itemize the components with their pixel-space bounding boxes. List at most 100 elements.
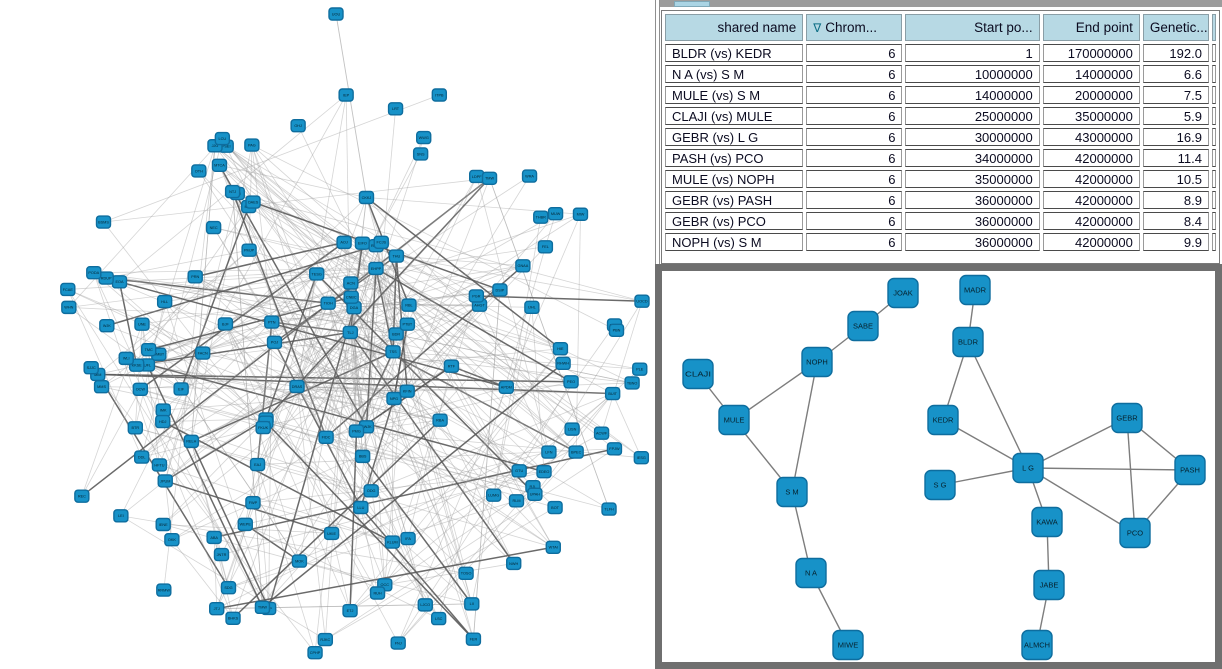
network-node[interactable]	[399, 384, 415, 398]
network-node[interactable]	[1174, 454, 1206, 486]
network-node[interactable]	[209, 601, 225, 616]
network-node[interactable]	[385, 345, 401, 359]
network-node[interactable]	[387, 102, 404, 116]
network-node[interactable]	[604, 386, 621, 401]
network-node[interactable]	[1119, 517, 1151, 549]
network-node[interactable]	[245, 195, 261, 209]
network-node[interactable]	[95, 215, 112, 229]
network-node[interactable]	[515, 259, 531, 273]
network-node[interactable]	[373, 235, 389, 249]
network-node[interactable]	[606, 442, 623, 456]
network-node[interactable]	[593, 426, 610, 440]
network-node[interactable]	[416, 130, 432, 145]
network-node[interactable]	[336, 235, 352, 250]
network-node[interactable]	[307, 645, 323, 660]
network-node[interactable]	[506, 556, 522, 571]
network-node[interactable]	[564, 422, 580, 436]
network-node[interactable]	[318, 430, 334, 444]
network-node[interactable]	[633, 450, 650, 465]
network-node[interactable]	[608, 323, 625, 338]
network-node[interactable]	[187, 270, 203, 284]
network-node[interactable]	[86, 266, 102, 280]
network-node[interactable]	[634, 294, 650, 308]
network-node[interactable]	[206, 530, 222, 545]
network-node[interactable]	[264, 315, 280, 329]
network-node[interactable]	[191, 164, 207, 178]
network-node[interactable]	[343, 290, 359, 304]
network-node[interactable]	[801, 346, 833, 378]
network-node[interactable]	[572, 207, 589, 221]
network-node[interactable]	[308, 267, 325, 281]
network-node[interactable]	[369, 586, 386, 600]
network-node[interactable]	[127, 421, 144, 435]
network-node[interactable]	[157, 474, 173, 488]
network-node[interactable]	[249, 457, 266, 472]
network-node[interactable]	[555, 356, 571, 371]
network-node[interactable]	[237, 517, 253, 532]
table-row[interactable]: GEBR (vs) PCO 6 36000000 42000000 8.4	[665, 212, 1216, 230]
network-node[interactable]	[547, 207, 564, 221]
network-node[interactable]	[289, 379, 305, 394]
network-node[interactable]	[83, 361, 99, 375]
table-row[interactable]: MULE (vs) NOPH 6 35000000 42000000 10.5	[665, 170, 1216, 188]
network-node[interactable]	[140, 342, 157, 357]
network-node[interactable]	[224, 184, 241, 199]
column-header-Genetic...[interactable]: Genetic...	[1142, 14, 1209, 41]
filter-icon[interactable]: ∇	[813, 21, 822, 35]
network-node[interactable]	[464, 597, 480, 611]
table-row[interactable]: CLAJI (vs) MULE 6 25000000 35000000 5.9	[665, 107, 1216, 125]
network-node[interactable]	[887, 277, 919, 309]
network-node[interactable]	[601, 502, 617, 516]
table-row[interactable]: MULE (vs) S M 6 14000000 20000000 7.5	[665, 86, 1216, 104]
network-node[interactable]	[368, 261, 384, 276]
network-node[interactable]	[508, 494, 525, 508]
network-node[interactable]	[291, 554, 308, 568]
network-node[interactable]	[400, 531, 416, 546]
network-node[interactable]	[417, 598, 433, 612]
network-node[interactable]	[536, 464, 552, 479]
network-node[interactable]	[213, 547, 230, 562]
network-node[interactable]	[390, 636, 406, 650]
network-node[interactable]	[498, 380, 514, 394]
network-node[interactable]	[74, 489, 90, 503]
network-node[interactable]	[151, 458, 168, 472]
network-node[interactable]	[254, 600, 271, 615]
network-node[interactable]	[354, 449, 371, 464]
network-node[interactable]	[156, 294, 173, 309]
network-node[interactable]	[624, 376, 640, 390]
table-row[interactable]: GEBR (vs) PASH 6 36000000 42000000 8.9	[665, 191, 1216, 209]
network-node[interactable]	[952, 326, 984, 358]
network-node[interactable]	[118, 351, 134, 366]
network-node[interactable]	[134, 317, 150, 331]
network-node[interactable]	[113, 509, 129, 523]
panel-splitter[interactable]	[655, 0, 660, 265]
network-node[interactable]	[541, 445, 557, 459]
detail-network-canvas[interactable]: CLAJI MULE NOPH SABE JOAK S M N A MIWE MADR BLDR K…	[662, 271, 1215, 662]
network-node[interactable]	[61, 300, 77, 315]
network-node[interactable]	[412, 147, 429, 161]
network-node[interactable]	[353, 500, 369, 515]
network-node[interactable]	[384, 535, 401, 549]
network-node[interactable]	[545, 540, 561, 554]
network-node[interactable]	[443, 359, 460, 373]
network-node[interactable]	[323, 526, 340, 541]
network-node[interactable]	[156, 583, 172, 597]
network-node[interactable]	[431, 88, 448, 102]
column-header-End point[interactable]: End point	[1042, 14, 1140, 41]
network-node[interactable]	[1021, 629, 1053, 661]
network-node[interactable]	[320, 296, 336, 310]
network-node[interactable]	[173, 382, 189, 396]
network-node[interactable]	[338, 88, 354, 102]
network-node[interactable]	[194, 346, 211, 360]
network-node[interactable]	[547, 500, 563, 515]
network-node[interactable]	[245, 496, 261, 510]
network-node[interactable]	[1111, 402, 1143, 434]
network-node[interactable]	[527, 487, 543, 502]
network-node[interactable]	[795, 557, 827, 589]
network-node[interactable]	[563, 375, 579, 389]
network-node[interactable]	[205, 220, 222, 235]
network-node[interactable]	[718, 404, 750, 436]
network-node[interactable]	[533, 210, 549, 224]
network-node[interactable]	[568, 445, 584, 459]
network-node[interactable]	[959, 274, 991, 306]
